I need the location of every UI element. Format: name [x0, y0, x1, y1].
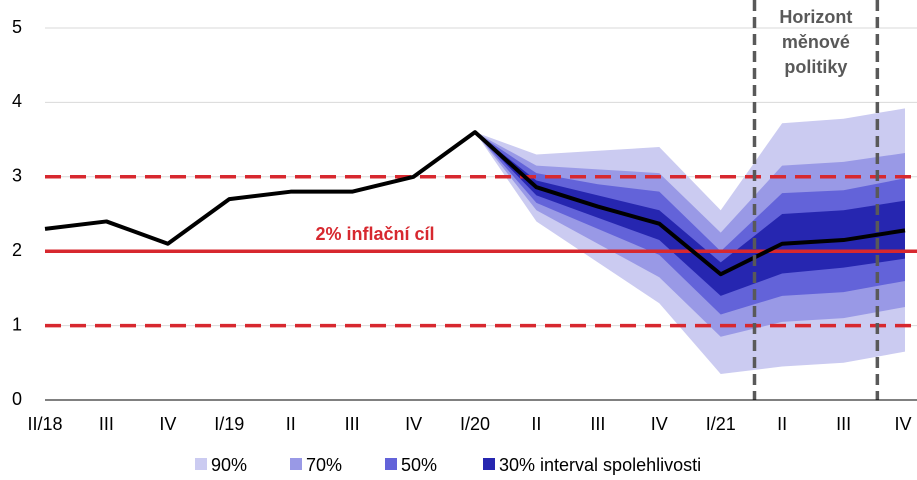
x-tick-label: I/20: [460, 414, 490, 434]
y-tick-label: 3: [12, 166, 22, 186]
target-label: 2% inflační cíl: [315, 224, 434, 244]
x-tick-label: II: [777, 414, 787, 434]
legend-label: 50%: [401, 455, 437, 475]
legend-label: 30% interval spolehlivosti: [499, 455, 701, 475]
y-tick-label: 5: [12, 17, 22, 37]
legend-swatch: [290, 458, 302, 470]
fan-band: [475, 132, 905, 296]
x-tick-label: IV: [159, 414, 176, 434]
y-tick-label: 0: [12, 389, 22, 409]
x-tick-label: II: [531, 414, 541, 434]
legend-swatch: [195, 458, 207, 470]
legend-label: 90%: [211, 455, 247, 475]
horizon-label: Horizont: [779, 7, 852, 27]
x-tick-label: IV: [651, 414, 668, 434]
y-tick-label: 4: [12, 91, 22, 111]
x-tick-label: III: [590, 414, 605, 434]
x-tick-label: III: [345, 414, 360, 434]
horizon-label: měnové: [782, 32, 850, 52]
x-tick-label: I/21: [706, 414, 736, 434]
legend-swatch: [483, 458, 495, 470]
horizon-label: politiky: [784, 57, 847, 77]
x-tick-label: III: [99, 414, 114, 434]
x-tick-label: IV: [894, 414, 911, 434]
y-tick-label: 2: [12, 240, 22, 260]
x-tick-label: IV: [405, 414, 422, 434]
inflation-line: [44, 130, 906, 277]
y-tick-label: 1: [12, 314, 22, 334]
x-tick-label: II: [286, 414, 296, 434]
legend-label: 70%: [306, 455, 342, 475]
x-tick-label: III: [836, 414, 851, 434]
x-tick-label: I/19: [214, 414, 244, 434]
x-tick-label: II/18: [27, 414, 62, 434]
legend-swatch: [385, 458, 397, 470]
